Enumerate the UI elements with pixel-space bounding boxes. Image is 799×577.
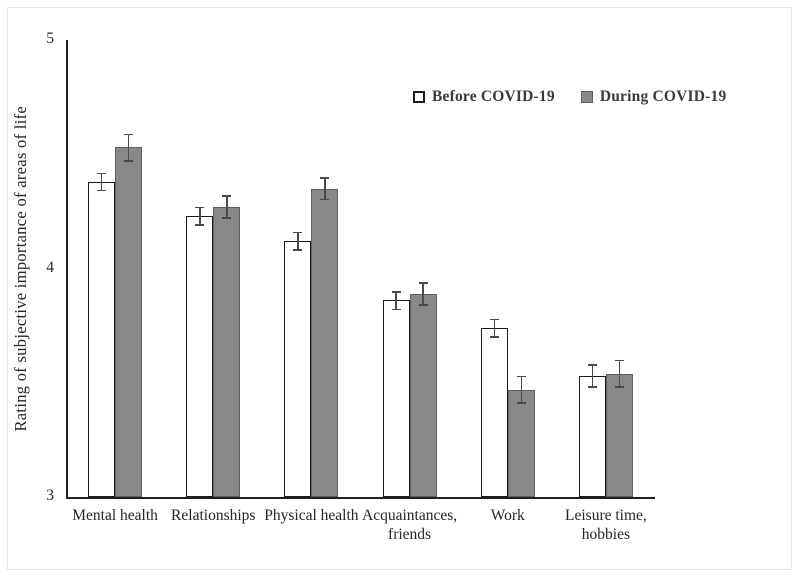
error-bar-cap-bottom (320, 198, 330, 201)
error-bar-line-during-covid-19-acquaintances-friends (422, 282, 424, 306)
error-bar-cap-bottom (293, 249, 303, 251)
error-bar-line-during-covid-19-leisure-time-hobbies (618, 359, 621, 388)
error-bar-line-before-covid-19-physical-health (297, 231, 299, 251)
legend: Before COVID-19 During COVID-19 (413, 88, 726, 106)
y-axis-line (66, 40, 68, 499)
legend-swatch-before-covid-19 (413, 91, 425, 103)
bar-before-covid-19-relationships (186, 215, 214, 497)
legend-item-before-covid-19: Before COVID-19 (413, 88, 555, 106)
error-bar-line-during-covid-19-work (520, 375, 522, 404)
error-bar-line-during-covid-19-relationships (226, 195, 228, 219)
error-bar-line-during-covid-19-physical-health (324, 177, 326, 200)
error-bar-cap-bottom (587, 386, 597, 388)
bar-during-covid-19-acquaintances-friends (409, 293, 437, 497)
x-category-label-work: Work (490, 507, 525, 524)
bar-during-covid-19-mental-health (115, 147, 143, 497)
error-bar-cap-top (587, 364, 597, 366)
legend-label-during-covid-19: During COVID-19 (599, 88, 727, 105)
x-axis-line (66, 497, 655, 499)
error-bar-cap-top (489, 318, 499, 321)
bar-before-covid-19-acquaintances-friends (382, 300, 410, 497)
error-bar-cap-bottom (97, 189, 107, 192)
error-bar-cap-top (124, 133, 134, 136)
legend-swatch-during-covid-19 (580, 91, 593, 103)
bar-before-covid-19-leisure-time-hobbies (578, 375, 606, 497)
bar-during-covid-19-physical-health (311, 188, 339, 497)
error-bar-cap-bottom (516, 402, 526, 404)
error-bar-cap-top (516, 375, 526, 378)
x-category-label-leisure-time-hobbies: Leisure time, hobbies (565, 507, 647, 543)
x-category-label-physical-health: Physical health (264, 507, 359, 524)
error-bar-cap-top (391, 291, 401, 293)
error-bar-cap-bottom (614, 386, 624, 388)
error-bar-cap-top (222, 195, 232, 197)
error-bar-cap-bottom (418, 304, 428, 306)
bar-before-covid-19-work (480, 327, 508, 497)
error-bar-line-before-covid-19-acquaintances-friends (395, 291, 397, 310)
error-bar-cap-top (97, 172, 107, 175)
error-bar-cap-top (195, 206, 205, 209)
error-bar-cap-top (418, 282, 428, 284)
error-bar-cap-top (320, 177, 330, 179)
x-category-label-acquaintances-friends: Acquaintances, friends (362, 507, 458, 543)
x-category-label-relationships: Relationships (171, 507, 256, 524)
error-bar-line-before-covid-19-work (493, 318, 495, 338)
error-bar-cap-bottom (391, 308, 401, 311)
legend-label-before-covid-19: Before COVID-19 (432, 88, 555, 105)
error-bar-cap-bottom (489, 336, 499, 338)
error-bar-line-before-covid-19-mental-health (100, 172, 103, 191)
error-bar-cap-bottom (195, 224, 205, 226)
bar-before-covid-19-physical-health (284, 241, 312, 497)
error-bar-cap-top (614, 359, 624, 362)
legend-item-during-covid-19: During COVID-19 (580, 88, 727, 106)
y-tick-label: 4 (46, 258, 54, 276)
bar-during-covid-19-leisure-time-hobbies (605, 373, 633, 497)
error-bar-line-before-covid-19-leisure-time-hobbies (591, 364, 594, 388)
bar-during-covid-19-work (507, 389, 535, 497)
error-bar-cap-top (293, 231, 303, 234)
bar-before-covid-19-mental-health (88, 181, 116, 497)
y-tick-label: 5 (46, 30, 54, 47)
error-bar-line-during-covid-19-mental-health (127, 133, 130, 162)
error-bar-line-before-covid-19-relationships (199, 206, 201, 226)
y-tick-label: 3 (46, 487, 54, 504)
error-bar-cap-bottom (222, 217, 232, 219)
bar-during-covid-19-relationships (213, 206, 241, 497)
x-category-label-mental-health: Mental health (72, 507, 158, 524)
error-bar-cap-bottom (124, 160, 134, 162)
